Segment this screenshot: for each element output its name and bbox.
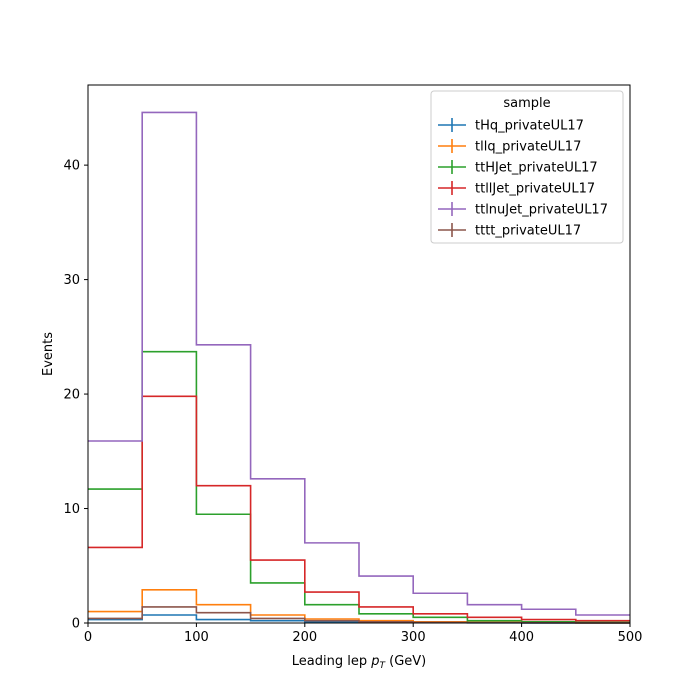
legend-label-5: tttt_privateUL17 [475, 224, 581, 239]
legend-label-0: tHq_privateUL17 [475, 119, 584, 134]
x-tick-label-1: 100 [184, 630, 209, 645]
series-line-2 [88, 350, 630, 624]
legend-label-3: ttllJet_privateUL17 [475, 182, 595, 197]
legend-item-1: tllq_privateUL17 [438, 139, 581, 155]
series-line-3 [88, 395, 630, 622]
y-axis: 0 10 20 30 40 [63, 159, 88, 632]
y-tick-label-1: 10 [63, 502, 80, 517]
y-tick-label-3: 30 [63, 273, 80, 288]
x-axis-label-p: p [370, 654, 379, 669]
legend-label-4: ttlnuJet_privateUL17 [475, 203, 608, 218]
series-line-4 [88, 111, 630, 616]
x-tick-label-0: 0 [84, 630, 92, 645]
legend-label-2: ttHJet_privateUL17 [475, 161, 598, 176]
x-axis: 0 100 200 300 400 500 [84, 623, 643, 645]
legend-box [430, 90, 624, 244]
legend-item-3: ttllJet_privateUL17 [438, 181, 595, 197]
legend-item-4: ttlnuJet_privateUL17 [438, 202, 608, 218]
x-axis-label-unit: (GeV) [385, 654, 426, 669]
legend-item-2: ttHJet_privateUL17 [438, 160, 598, 176]
legend-item-5: tttt_privateUL17 [438, 223, 581, 239]
y-tick-label-4: 40 [63, 159, 80, 174]
legend-label-1: tllq_privateUL17 [475, 140, 581, 155]
legend: sample tHq_privateUL17 tllq_privateUL17tt… [430, 90, 624, 244]
x-tick-label-3: 300 [401, 630, 426, 645]
y-axis-label: Events [41, 332, 56, 376]
x-axis-label: Leading lep pT (GeV) [292, 654, 426, 671]
x-axis-label-sub: T [379, 661, 386, 671]
x-tick-label-4: 400 [509, 630, 534, 645]
x-tick-label-2: 200 [292, 630, 317, 645]
legend-item-0: tHq_privateUL17 [438, 118, 584, 134]
y-tick-label-0: 0 [72, 617, 80, 632]
legend-title: sample [503, 96, 550, 111]
y-tick-label-2: 20 [63, 388, 80, 403]
plot-frame [87, 84, 631, 624]
legend-items: tHq_privateUL17 tllq_privateUL17 ttHJet_pr… [438, 118, 608, 239]
x-tick-label-5: 500 [618, 630, 643, 645]
